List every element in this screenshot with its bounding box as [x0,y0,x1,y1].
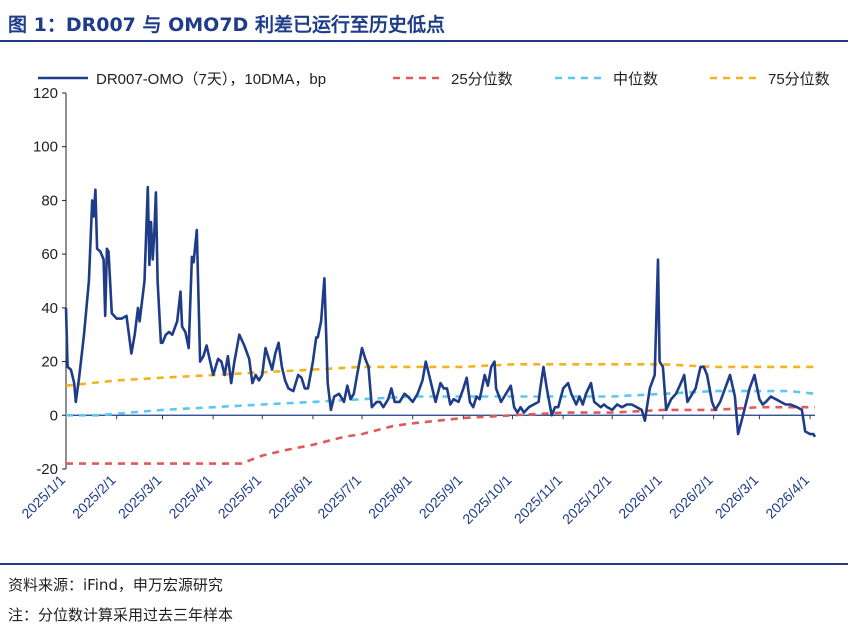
legend-spread-label: DR007-OMO（7天），10DMA，bp [96,71,326,88]
y-tick-label: 0 [50,407,58,424]
x-tick-label: 2026/1/1 [615,472,665,522]
x-tick-label: 2025/2/1 [69,472,119,522]
x-tick-label: 2025/7/1 [314,472,364,522]
x-tick-label: 2026/3/1 [712,472,762,522]
legend-p25-label: 25分位数 [451,71,513,88]
x-tick-label: 2025/4/1 [165,472,215,522]
figure-title: 图 1：DR007 与 OMO7D 利差已运行至历史低点 [8,14,445,36]
x-tick-label: 2026/4/1 [762,472,812,522]
x-tick-label: 2025/10/1 [459,472,515,528]
x-tick-label: 2025/9/1 [416,472,466,522]
y-tick-label: 80 [41,192,58,209]
y-tick-label: -20 [36,461,58,478]
x-tick-label: 2025/5/1 [215,472,265,522]
y-tick-label: 120 [33,85,58,102]
y-tick-label: 60 [41,246,58,263]
p25-line [66,405,815,465]
median-line [66,389,816,417]
y-tick-label: 20 [41,354,58,371]
x-tick-label: 2025/11/1 [511,472,566,527]
legend-p75-label: 75分位数 [768,71,830,88]
x-tick-label: 2025/8/1 [365,472,415,522]
y-axis: -20 0 20 40 60 80 100 120 [33,85,67,478]
x-tick-label: 2026/2/1 [666,472,716,522]
x-tick-label: 2025/12/1 [559,472,615,528]
series-layer [64,185,817,465]
legend-median-label: 中位数 [613,71,658,88]
y-tick-label: 100 [33,139,58,156]
y-tick-label: 40 [41,300,58,317]
method-note: 注：分位数计算采用过去三年样本 [8,606,234,624]
x-tick-label: 2025/6/1 [265,472,315,522]
x-tick-label: 2025/1/1 [18,472,68,522]
footer-rule [0,563,848,565]
source-note: 资料来源：iFind，申万宏源研究 [8,576,223,594]
title-rule [0,40,848,42]
chart-legend: DR007-OMO（7天），10DMA，bp 25分位数 中位数 75分位数 [38,71,830,88]
p75-line [65,363,815,387]
x-tick-label: 2025/3/1 [115,472,165,522]
spread-line [64,185,817,438]
